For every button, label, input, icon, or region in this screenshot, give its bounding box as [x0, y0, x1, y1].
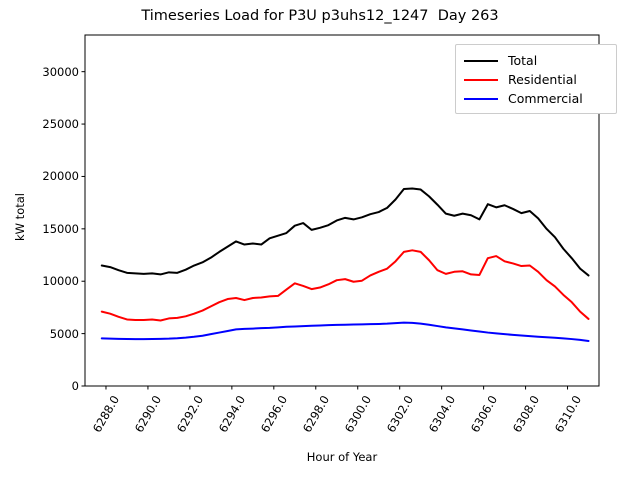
y-tick-marks [81, 71, 85, 387]
legend-label: Total [508, 53, 538, 68]
legend-swatch-total [464, 60, 498, 62]
legend-swatch-residential [464, 79, 498, 81]
y-tick-label: 0 [71, 379, 79, 393]
chart-title: Timeseries Load for P3U p3uhs12_1247 Day… [141, 8, 499, 24]
legend: Total Residential Commercial [455, 44, 617, 114]
series-line-total [100, 187, 590, 277]
y-tick-label: 25000 [42, 117, 79, 132]
legend-label: Commercial [508, 91, 583, 106]
legend-label: Residential [508, 72, 577, 87]
legend-item-total: Total [464, 52, 537, 70]
axes-frame [84, 34, 600, 387]
x-axis-label: Hour of Year [306, 450, 378, 464]
y-tick-label: 5000 [49, 326, 79, 341]
y-axis-label: kW total [13, 193, 27, 241]
x-tick-marks [105, 386, 569, 390]
y-tick-label: 20000 [42, 169, 79, 184]
series-lines [100, 187, 590, 342]
y-tick-label: 15000 [42, 221, 79, 236]
legend-item-residential: Residential [464, 71, 577, 89]
legend-swatch-commercial [464, 98, 498, 100]
legend-item-commercial: Commercial [464, 90, 583, 108]
y-tick-label: 30000 [42, 64, 79, 79]
series-line-residential [100, 249, 590, 322]
y-tick-label: 10000 [42, 274, 79, 289]
series-line-commercial [100, 321, 590, 342]
